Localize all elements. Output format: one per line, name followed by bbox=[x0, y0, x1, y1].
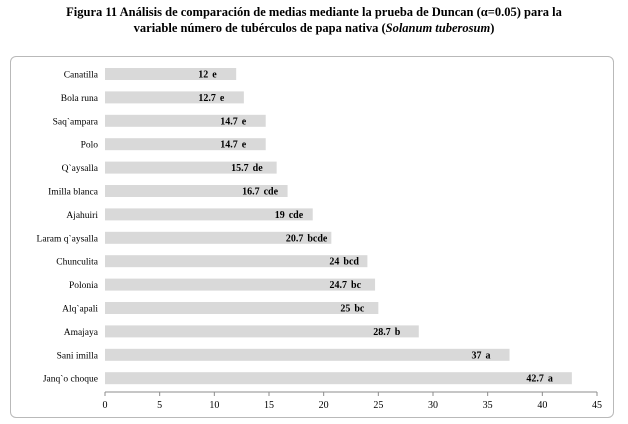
bar bbox=[105, 325, 419, 338]
category-label: Imilla blanca bbox=[48, 188, 99, 198]
bar bbox=[105, 161, 277, 174]
value-label: 37 bbox=[472, 350, 482, 361]
group-label: cde bbox=[289, 210, 304, 221]
category-label: Polo bbox=[81, 141, 99, 151]
group-label: a bbox=[486, 350, 491, 361]
category-label: Alq`apali bbox=[62, 304, 98, 315]
category-label: Ajahuiri bbox=[66, 211, 98, 221]
chart-frame bbox=[10, 56, 614, 418]
group-label: e bbox=[220, 93, 225, 104]
group-label: a bbox=[548, 374, 553, 385]
bar bbox=[105, 372, 572, 385]
category-label: Amajaya bbox=[64, 328, 99, 338]
x-tick-label: 35 bbox=[483, 400, 493, 411]
labels-layer: Canatilla 12 e Bola runa 12.7 e Saq`ampara 14.7… bbox=[37, 70, 553, 385]
x-tick-label: 25 bbox=[373, 400, 383, 411]
value-label: 19 bbox=[275, 210, 285, 221]
value-label: 15.7 bbox=[231, 163, 249, 174]
value-label: 16.7 bbox=[242, 187, 260, 198]
group-label: b bbox=[395, 327, 401, 338]
figure-title-line-2: variable número de tubérculos de papa na… bbox=[0, 20, 628, 36]
value-label: 24 bbox=[329, 257, 339, 268]
bar bbox=[105, 185, 288, 197]
value-label: 14.7 bbox=[220, 140, 238, 151]
value-label: 42.7 bbox=[526, 374, 544, 385]
group-label: bcd bbox=[343, 257, 359, 268]
value-label: 12 bbox=[198, 70, 208, 81]
category-label: Sani imilla bbox=[57, 351, 99, 361]
bar bbox=[105, 68, 237, 80]
group-label: e bbox=[242, 116, 247, 127]
figure-title-line-1: Figura 11 Análisis de comparación de med… bbox=[66, 5, 562, 19]
group-label: e bbox=[212, 70, 217, 81]
x-axis: 0 5 10 15 20 25 30 35 40 45 bbox=[103, 391, 602, 411]
bar bbox=[105, 302, 379, 314]
category-label: Saq`ampara bbox=[53, 116, 99, 127]
group-label: bc bbox=[351, 280, 362, 291]
category-label: Chunculita bbox=[56, 258, 98, 268]
figure-title-text: variable número de tubérculos de papa na… bbox=[133, 21, 386, 35]
figure-title-close: ) bbox=[490, 21, 495, 35]
group-label: bc bbox=[354, 304, 365, 315]
x-tick-label: 5 bbox=[157, 400, 162, 411]
value-label: 14.7 bbox=[220, 116, 238, 127]
bar bbox=[105, 348, 510, 361]
x-tick-label: 40 bbox=[537, 400, 547, 411]
group-label: de bbox=[253, 163, 264, 174]
category-label: Laram q`aysalla bbox=[37, 233, 99, 244]
figure-title: Figura 11 Análisis de comparación de med… bbox=[0, 4, 628, 36]
group-label: bcde bbox=[307, 233, 328, 244]
category-label: Q`aysalla bbox=[62, 163, 99, 174]
x-tick-label: 45 bbox=[592, 400, 602, 411]
bar bbox=[105, 255, 368, 268]
bar bbox=[105, 278, 376, 291]
group-label: cde bbox=[264, 187, 279, 198]
x-tick-label: 10 bbox=[209, 400, 219, 411]
category-label: Canatilla bbox=[64, 71, 99, 81]
x-tick-label: 30 bbox=[428, 400, 438, 411]
value-label: 12.7 bbox=[198, 93, 216, 104]
x-tick-label: 15 bbox=[264, 400, 274, 411]
category-label: Bola runa bbox=[61, 94, 99, 104]
x-tick-label: 0 bbox=[103, 400, 108, 411]
group-label: e bbox=[242, 140, 247, 151]
figure-title-species: Solanum tuberosum bbox=[385, 21, 491, 35]
bar bbox=[105, 208, 313, 221]
bar bbox=[105, 138, 266, 151]
value-label: 25 bbox=[340, 304, 350, 315]
category-label: Polonia bbox=[69, 281, 99, 291]
value-label: 28.7 bbox=[373, 327, 391, 338]
value-label: 24.7 bbox=[330, 280, 348, 291]
x-tick-label: 20 bbox=[319, 400, 329, 411]
bar bbox=[105, 231, 332, 244]
bars-layer bbox=[105, 68, 572, 385]
category-label: Janq`o choque bbox=[43, 374, 98, 385]
bar bbox=[105, 91, 244, 104]
bar bbox=[105, 114, 266, 127]
value-label: 20.7 bbox=[286, 233, 304, 244]
